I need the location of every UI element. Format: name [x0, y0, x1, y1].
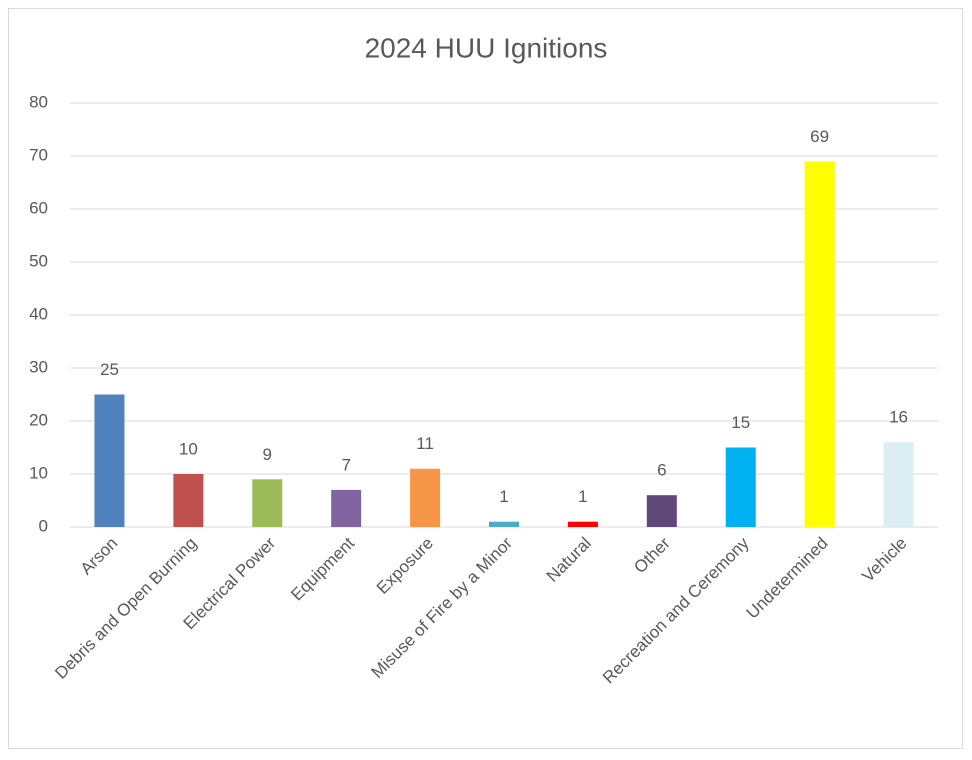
data-label: 15	[731, 413, 750, 432]
bar	[252, 479, 283, 527]
data-label: 6	[657, 461, 666, 480]
bar	[331, 489, 362, 527]
y-tick-label: 50	[29, 251, 48, 270]
bar	[883, 442, 914, 527]
data-label: 25	[100, 360, 119, 379]
data-label: 16	[889, 408, 908, 427]
bar	[489, 521, 519, 527]
bar	[725, 447, 756, 527]
bar	[804, 161, 835, 528]
y-tick-label: 70	[29, 145, 48, 164]
y-tick-label: 40	[29, 304, 48, 323]
chart-border	[8, 8, 963, 749]
data-label: 69	[810, 127, 829, 146]
bar	[173, 474, 204, 527]
y-tick-label: 20	[29, 410, 48, 429]
data-label: 9	[263, 445, 272, 464]
chart-title: 2024 HUU Ignitions	[365, 32, 608, 63]
data-label: 11	[416, 434, 434, 453]
data-label: 1	[499, 487, 508, 506]
data-label: 7	[341, 455, 350, 474]
data-label: 1	[578, 487, 587, 506]
y-tick-label: 80	[29, 92, 48, 111]
bar	[646, 495, 677, 527]
bar	[94, 394, 125, 527]
data-label: 10	[179, 439, 198, 458]
bar	[567, 521, 598, 527]
bar	[410, 468, 441, 527]
y-tick-label: 10	[29, 463, 48, 482]
y-tick-label: 30	[29, 357, 48, 376]
y-tick-label: 0	[39, 516, 48, 535]
y-tick-label: 60	[29, 198, 48, 217]
